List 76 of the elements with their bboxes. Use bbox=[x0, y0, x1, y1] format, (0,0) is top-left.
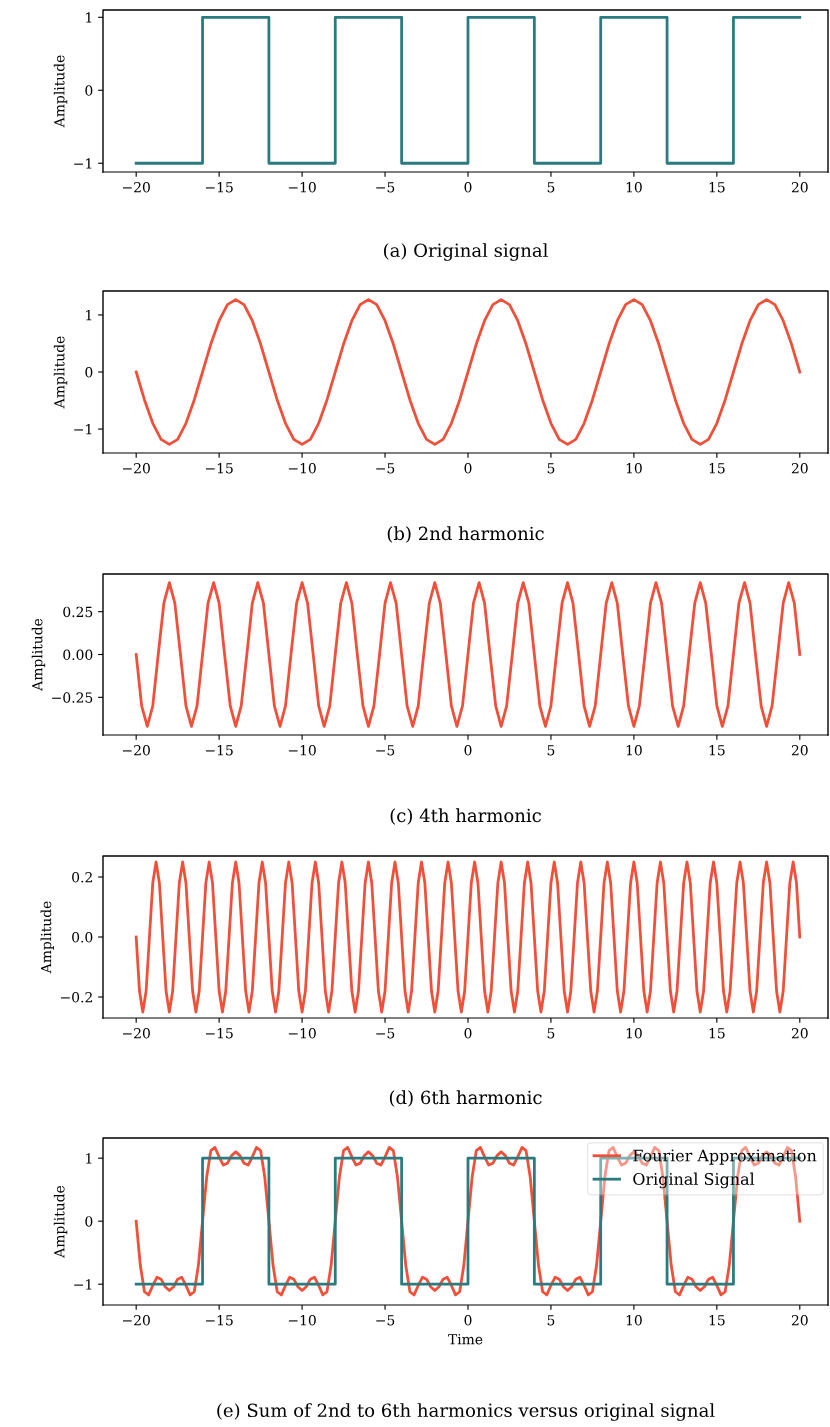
x-tick-label: −15 bbox=[205, 462, 233, 474]
x-tick-label: 15 bbox=[709, 181, 725, 193]
y-tick-label: 0 bbox=[85, 85, 93, 96]
x-tick-label: 15 bbox=[709, 1027, 725, 1039]
x-tick-label: −20 bbox=[123, 744, 150, 756]
x-tick-label: −20 bbox=[123, 1314, 150, 1326]
x-tick-label: 10 bbox=[626, 462, 642, 474]
y-tick-label: 0.2 bbox=[72, 871, 92, 883]
y-tick-label: 0 bbox=[85, 366, 93, 378]
x-tick-label: 20 bbox=[791, 744, 808, 756]
x-tick-label: 0 bbox=[464, 1027, 472, 1039]
text: (d) 6th harmonic bbox=[389, 1090, 542, 1107]
x-axis-title: Time bbox=[448, 1334, 483, 1345]
x-tick-label: 5 bbox=[547, 463, 555, 474]
y-axis-title: Amplitude bbox=[31, 618, 46, 691]
x-tick-label: 10 bbox=[626, 181, 642, 193]
x-tick-label: −20 bbox=[123, 462, 150, 474]
x-tick-label: 10 bbox=[626, 1314, 642, 1326]
y-tick-label: 1 bbox=[86, 12, 92, 23]
x-tick-label: 15 bbox=[709, 744, 725, 756]
text: (c) 4th harmonic bbox=[390, 808, 541, 825]
y-axis-title: Amplitude bbox=[53, 55, 68, 128]
x-tick-label: −15 bbox=[205, 744, 233, 756]
x-tick-label: −5 bbox=[376, 1315, 395, 1326]
line-series bbox=[134, 860, 802, 1014]
line-series bbox=[134, 581, 802, 728]
x-tick-label: 5 bbox=[547, 182, 555, 193]
y-tick-label: 0.0 bbox=[72, 931, 93, 943]
x-tick-label: 20 bbox=[791, 1027, 808, 1039]
x-tick-label: −10 bbox=[288, 1027, 316, 1039]
x-tick-label: 15 bbox=[709, 462, 725, 474]
legend-label: Fourier Approximation bbox=[633, 1149, 817, 1165]
y-tick-label: −0.25 bbox=[52, 692, 93, 703]
y-axis-title: Amplitude bbox=[40, 901, 54, 974]
x-tick-label: −5 bbox=[376, 463, 395, 474]
y-tick-label: 0.25 bbox=[63, 606, 93, 618]
x-tick-label: −5 bbox=[376, 182, 395, 193]
x-tick-label: −15 bbox=[205, 181, 233, 193]
x-tick-label: −5 bbox=[376, 1028, 395, 1039]
y-tick-label: 1 bbox=[86, 1153, 92, 1164]
y-tick-label: 0 bbox=[85, 1216, 93, 1227]
y-tick-label: 1 bbox=[86, 309, 92, 321]
x-tick-label: 5 bbox=[547, 745, 555, 756]
x-tick-label: −10 bbox=[288, 744, 316, 756]
text: (a) Original signal bbox=[384, 243, 548, 261]
x-tick-label: 10 bbox=[626, 1027, 642, 1039]
line-series bbox=[134, 298, 802, 446]
x-tick-label: 0 bbox=[464, 1314, 472, 1326]
legend-label: Original Signal bbox=[633, 1172, 755, 1189]
x-tick-label: 5 bbox=[547, 1028, 555, 1039]
y-tick-label: −1 bbox=[74, 158, 92, 169]
y-axis-title: Amplitude bbox=[53, 336, 68, 409]
x-tick-label: 20 bbox=[791, 181, 808, 193]
text: (e) Sum of 2nd to 6th harmonics versus original signal bbox=[217, 1403, 715, 1421]
x-tick-label: −20 bbox=[123, 181, 150, 193]
y-tick-label: −0.2 bbox=[61, 991, 92, 1003]
x-tick-label: 5 bbox=[547, 1315, 555, 1326]
x-tick-label: 0 bbox=[464, 744, 472, 756]
x-tick-label: −10 bbox=[288, 181, 316, 193]
x-tick-label: 10 bbox=[626, 744, 642, 756]
x-tick-label: −10 bbox=[288, 1314, 316, 1326]
x-tick-label: 20 bbox=[791, 462, 808, 474]
x-tick-label: −15 bbox=[205, 1027, 233, 1039]
x-tick-label: 0 bbox=[464, 462, 472, 474]
y-tick-label: −1 bbox=[74, 1279, 92, 1290]
x-tick-label: 0 bbox=[464, 181, 472, 193]
text: (b) 2nd harmonic bbox=[387, 526, 544, 543]
x-tick-label: 15 bbox=[709, 1314, 725, 1326]
x-tick-label: −15 bbox=[205, 1314, 233, 1326]
x-tick-label: 20 bbox=[791, 1314, 808, 1326]
x-tick-label: −20 bbox=[123, 1027, 150, 1039]
x-tick-label: −5 bbox=[376, 745, 395, 756]
y-axis-title: Amplitude bbox=[53, 1185, 68, 1258]
y-tick-label: 0.00 bbox=[63, 649, 93, 660]
x-tick-label: −10 bbox=[288, 462, 316, 474]
y-tick-label: −1 bbox=[74, 424, 92, 435]
